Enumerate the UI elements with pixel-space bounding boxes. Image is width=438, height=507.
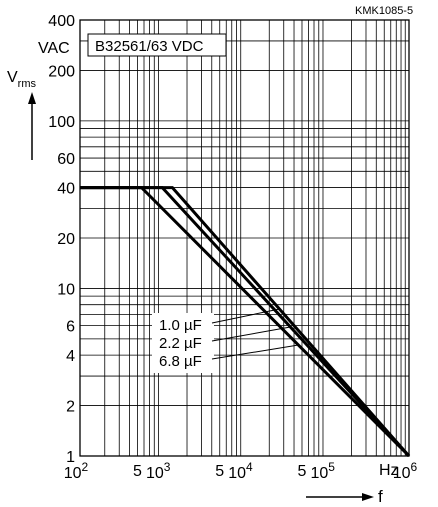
y-tick-label: 40 — [57, 181, 75, 198]
x-axis-label: f — [378, 487, 383, 506]
series-line-3 — [80, 186, 411, 458]
legend-label-2: 2.2 µF — [159, 335, 202, 352]
legend-background — [152, 313, 214, 373]
grid — [80, 20, 409, 456]
legend-leader-3 — [211, 344, 299, 360]
x-tick-label: 102 — [64, 460, 89, 482]
chart-title: B32561/63 VDC — [95, 38, 204, 55]
plot-frame — [79, 19, 410, 457]
legend-label-3: 6.8 µF — [159, 353, 202, 370]
y-tick-label: 200 — [48, 63, 75, 80]
y-axis-label-sub: rms — [18, 78, 37, 90]
legend-leader-1 — [211, 308, 280, 324]
x-tick-label: 5 — [215, 463, 224, 480]
x-tick-label: 106 — [393, 460, 418, 482]
x-tick-label: 5 — [298, 463, 307, 480]
y-unit: VAC — [38, 40, 70, 57]
series-group — [80, 186, 411, 458]
figure-id: KMK1085-5 — [355, 5, 413, 17]
legend: 1.0 µF2.2 µF6.8 µF — [152, 308, 299, 373]
y-axis-label-main: V — [7, 69, 18, 86]
x-tick-label: 103 — [146, 460, 171, 482]
x-tick-label: 5 — [133, 463, 142, 480]
legend-leader-2 — [211, 326, 291, 342]
y-tick-label: 1 — [66, 449, 75, 466]
x-tick-label: 104 — [228, 460, 253, 482]
y-tick-label: 20 — [57, 231, 75, 248]
y-tick-label: 60 — [57, 151, 75, 168]
x-tick-label: 105 — [311, 460, 336, 482]
y-tick-label: 2 — [66, 399, 75, 416]
x-axis-arrowhead — [362, 493, 374, 501]
y-axis-label: Vrms — [7, 69, 36, 90]
y-tick-label: 100 — [48, 114, 75, 131]
legend-label-1: 1.0 µF — [159, 317, 202, 334]
title-box — [87, 33, 227, 57]
y-tick-label: 400 — [48, 13, 75, 30]
y-tick-label: 10 — [57, 281, 75, 298]
y-axis-arrowhead — [28, 92, 36, 104]
y-tick-label: 6 — [66, 319, 75, 336]
y-tick-label: 4 — [66, 348, 75, 365]
x-unit: Hz — [379, 462, 399, 479]
